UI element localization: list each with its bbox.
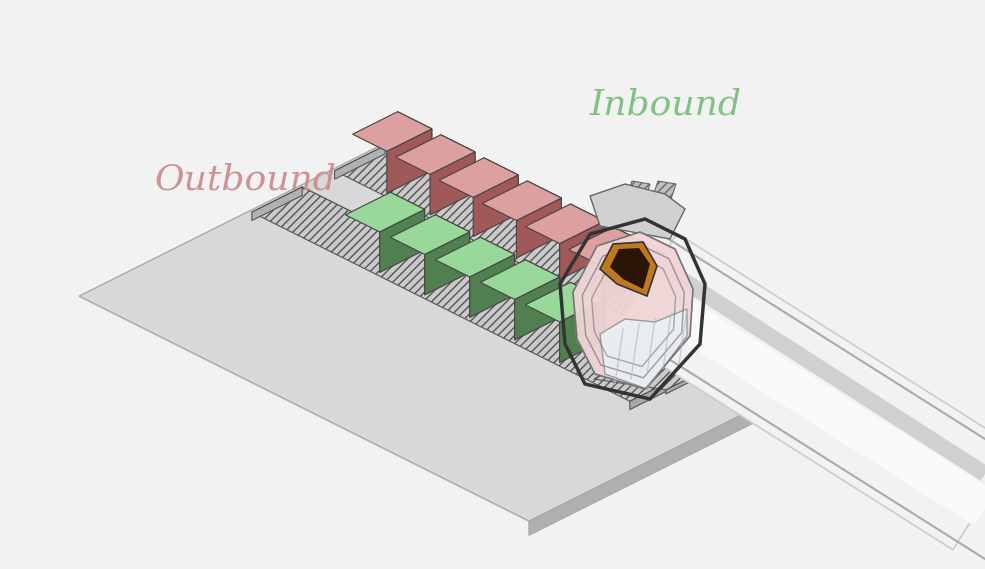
Polygon shape	[590, 184, 685, 239]
Polygon shape	[749, 323, 799, 353]
Polygon shape	[425, 232, 470, 295]
Polygon shape	[439, 158, 518, 197]
Polygon shape	[657, 250, 691, 300]
Polygon shape	[470, 254, 514, 318]
Polygon shape	[387, 129, 431, 193]
Text: Outbound: Outbound	[155, 162, 337, 196]
Polygon shape	[594, 354, 716, 390]
Polygon shape	[712, 335, 763, 368]
Polygon shape	[612, 250, 691, 290]
Polygon shape	[353, 112, 431, 151]
Polygon shape	[646, 252, 985, 481]
Polygon shape	[559, 221, 605, 280]
Polygon shape	[473, 175, 518, 237]
Polygon shape	[385, 146, 763, 343]
Polygon shape	[617, 181, 650, 229]
Polygon shape	[634, 277, 985, 526]
Polygon shape	[252, 187, 681, 401]
Polygon shape	[525, 282, 605, 322]
Polygon shape	[430, 152, 475, 215]
Polygon shape	[514, 277, 559, 340]
Polygon shape	[396, 135, 475, 174]
Polygon shape	[302, 187, 681, 385]
Polygon shape	[390, 192, 425, 250]
Polygon shape	[727, 312, 799, 327]
Polygon shape	[527, 181, 561, 236]
Polygon shape	[666, 365, 716, 394]
Polygon shape	[481, 260, 559, 299]
Polygon shape	[252, 187, 302, 221]
Polygon shape	[385, 143, 835, 382]
Polygon shape	[677, 312, 799, 348]
Polygon shape	[483, 181, 561, 221]
Polygon shape	[529, 368, 835, 535]
Polygon shape	[525, 260, 559, 318]
Polygon shape	[335, 146, 385, 179]
Polygon shape	[646, 267, 691, 323]
Polygon shape	[570, 282, 605, 340]
Polygon shape	[390, 215, 470, 254]
Polygon shape	[79, 143, 835, 521]
Polygon shape	[614, 227, 648, 279]
Polygon shape	[613, 233, 985, 550]
Polygon shape	[435, 237, 514, 277]
Polygon shape	[484, 158, 518, 214]
Polygon shape	[603, 244, 648, 302]
Polygon shape	[573, 232, 693, 389]
Polygon shape	[643, 181, 676, 229]
Polygon shape	[610, 248, 650, 289]
Polygon shape	[600, 242, 657, 296]
Polygon shape	[525, 204, 605, 244]
Polygon shape	[559, 299, 605, 362]
Polygon shape	[398, 112, 431, 171]
Polygon shape	[379, 209, 425, 273]
Text: Inbound: Inbound	[590, 87, 742, 121]
Polygon shape	[335, 146, 763, 360]
Polygon shape	[570, 204, 605, 257]
Polygon shape	[644, 354, 716, 369]
Polygon shape	[568, 227, 648, 267]
Polygon shape	[435, 215, 470, 273]
Polygon shape	[516, 198, 561, 258]
Polygon shape	[600, 309, 687, 389]
Polygon shape	[346, 192, 425, 232]
Polygon shape	[629, 376, 681, 410]
Polygon shape	[481, 237, 514, 295]
Polygon shape	[441, 135, 475, 192]
